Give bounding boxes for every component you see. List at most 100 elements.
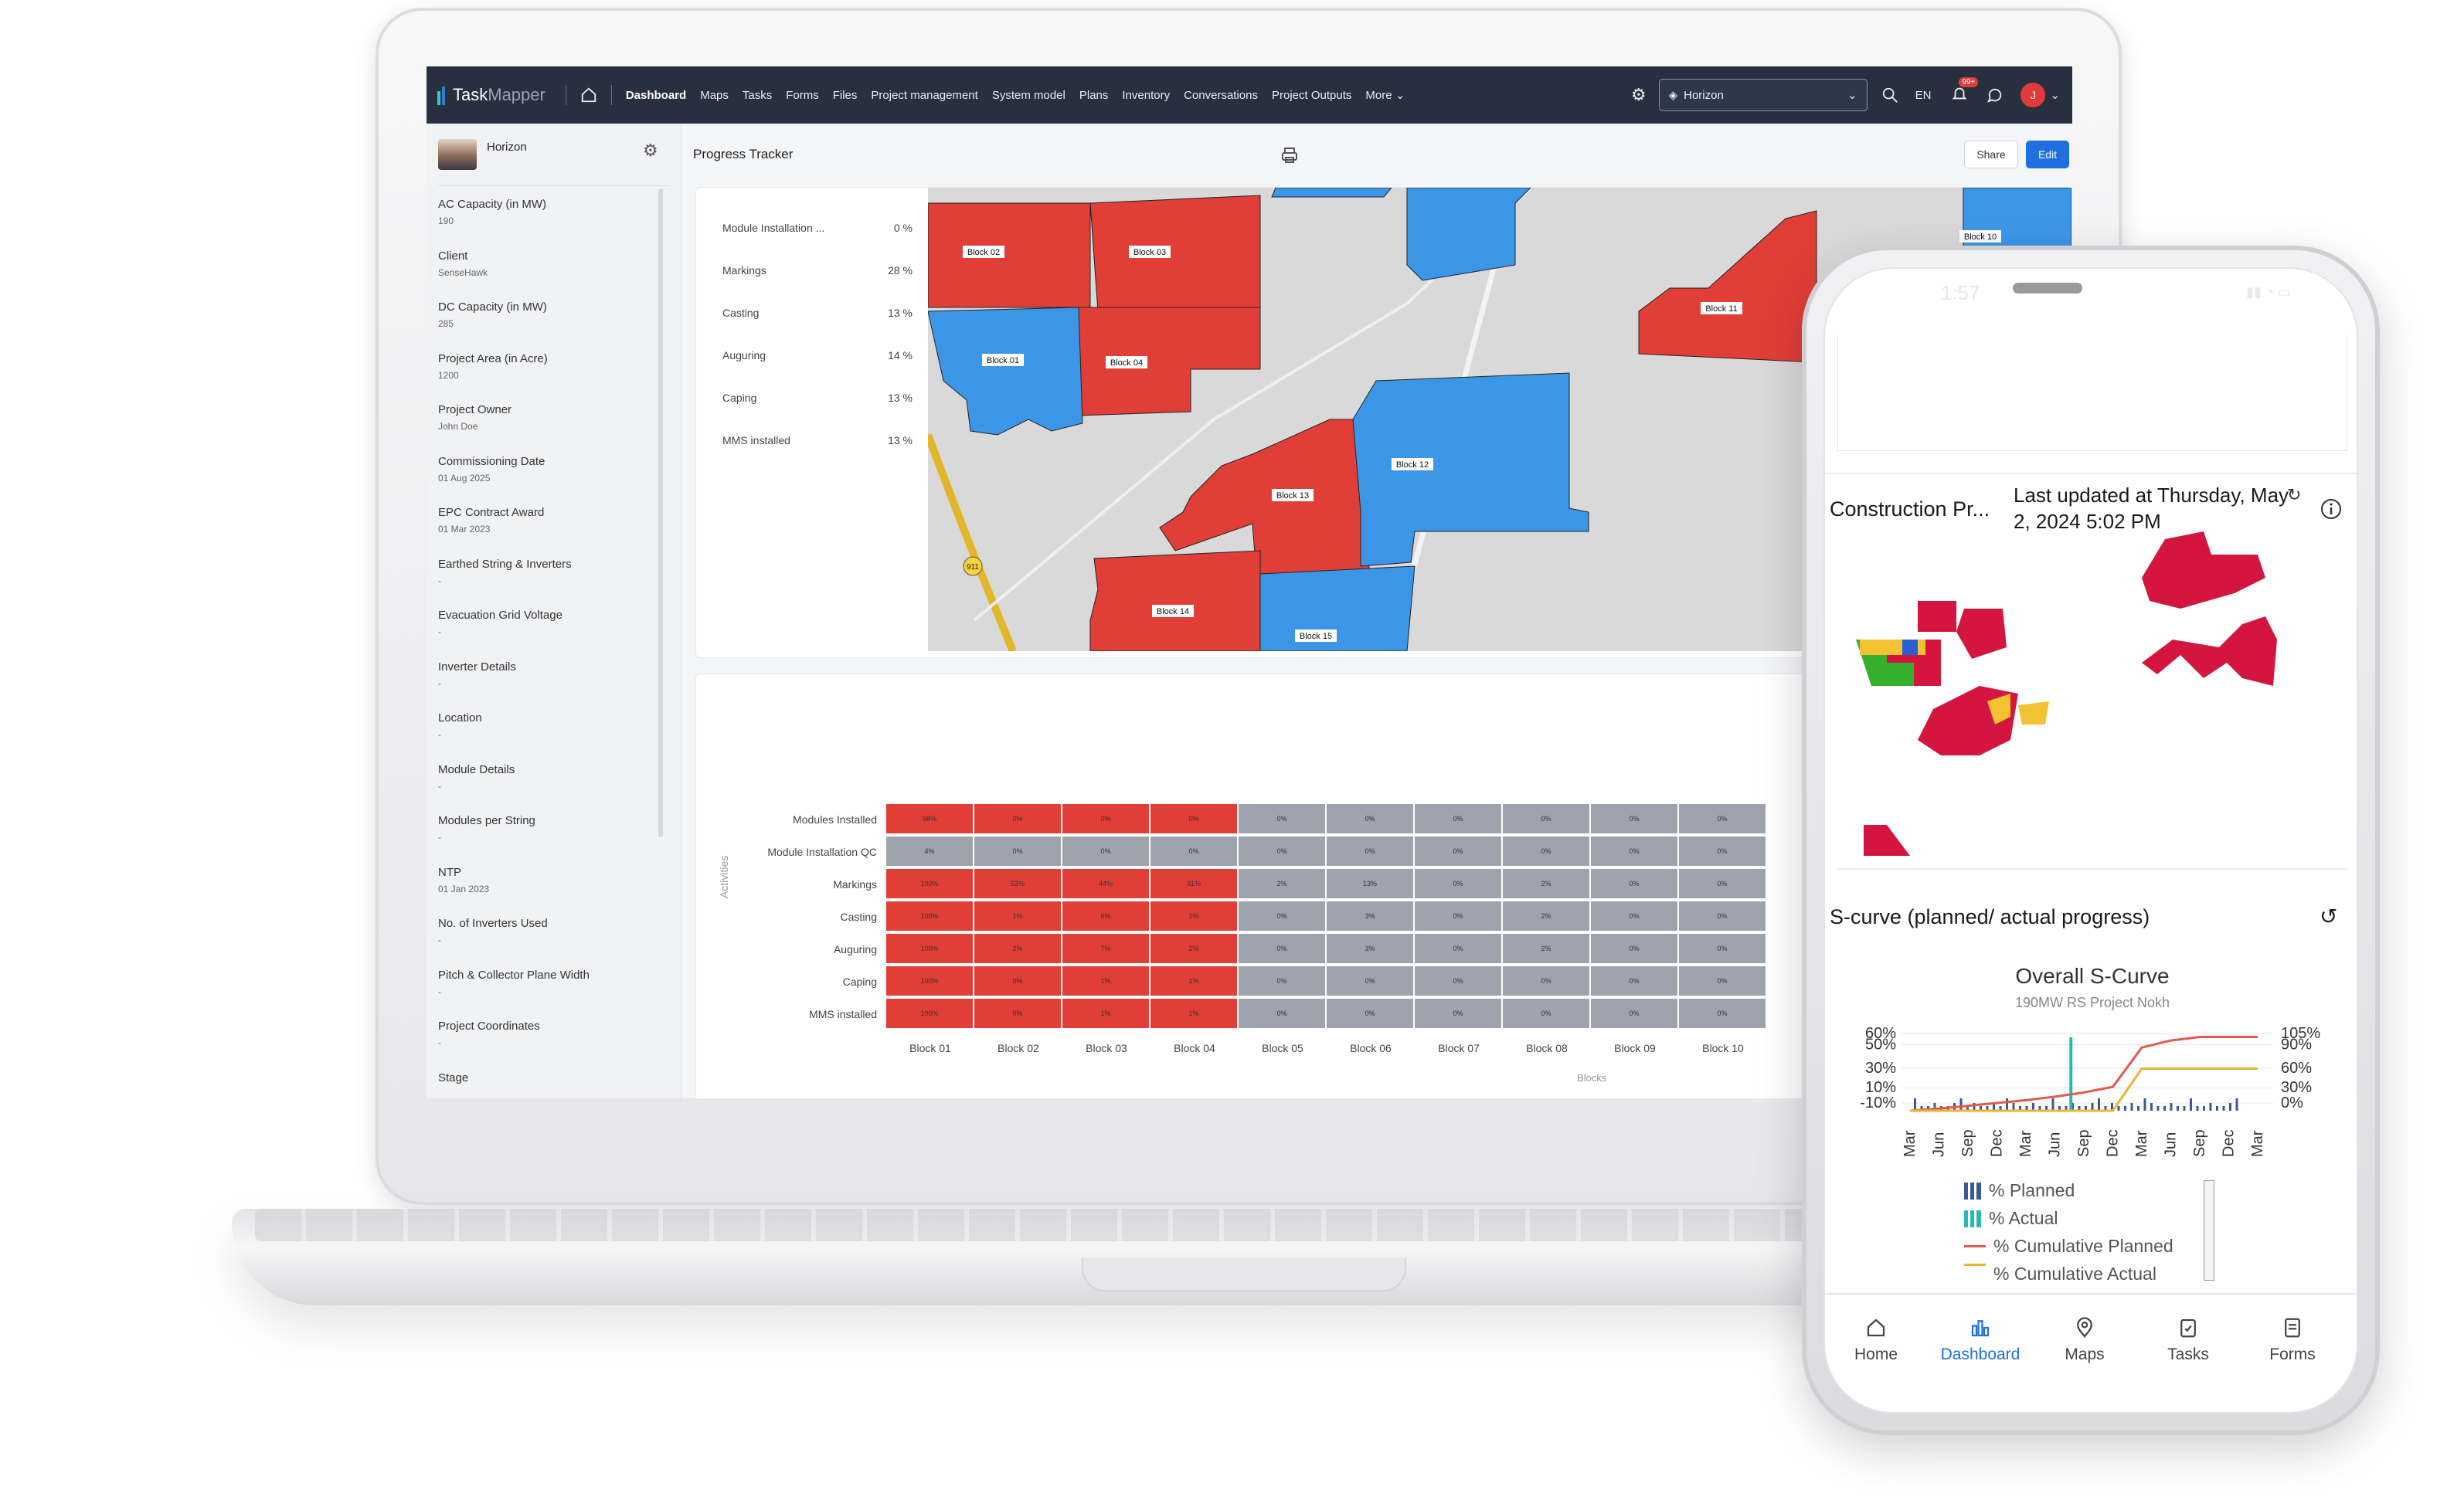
avatar[interactable]: J — [2020, 83, 2046, 107]
nav-conversations[interactable]: Conversations — [1184, 88, 1258, 102]
edit-button[interactable]: Edit — [2026, 141, 2069, 168]
heatmap-cell[interactable]: 0% — [974, 999, 1062, 1030]
share-button[interactable]: Share — [1964, 141, 2018, 168]
heatmap-cell[interactable]: 0% — [1239, 837, 1327, 867]
heatmap-cell[interactable]: 0% — [1239, 901, 1327, 932]
heatmap-cell[interactable]: 0% — [1150, 837, 1239, 867]
heatmap-cell[interactable]: 0% — [1415, 966, 1503, 997]
heatmap-cell[interactable]: 0% — [1679, 837, 1767, 867]
heatmap-cell[interactable]: 2% — [974, 934, 1062, 965]
heatmap-cell[interactable]: 0% — [974, 837, 1062, 867]
nav-project-outputs[interactable]: Project Outputs — [1271, 88, 1352, 102]
tab-tasks[interactable]: Tasks — [2138, 1316, 2238, 1364]
heatmap-cell[interactable]: 0% — [1679, 934, 1767, 965]
heatmap-cell[interactable]: 0% — [1591, 966, 1679, 997]
heatmap-cell[interactable]: 0% — [1239, 999, 1327, 1030]
tab-home[interactable]: Home — [1826, 1316, 1926, 1364]
heatmap-cell[interactable]: 0% — [1415, 901, 1503, 932]
heatmap-cell[interactable]: 53% — [974, 869, 1062, 900]
heatmap-cell[interactable]: 0% — [1415, 999, 1503, 1030]
nav-forms[interactable]: Forms — [786, 88, 819, 102]
refresh-icon[interactable]: ↻ — [2287, 485, 2302, 504]
heatmap-cell[interactable]: 0% — [1415, 837, 1503, 867]
search-icon[interactable] — [1881, 87, 1898, 104]
chat-icon[interactable] — [1986, 87, 2003, 104]
heatmap-cell[interactable]: 0% — [1679, 999, 1767, 1030]
project-select[interactable]: ◈ Horizon ⌄ — [1658, 79, 1868, 111]
print-icon[interactable] — [1280, 146, 1299, 165]
heatmap-cell[interactable]: 4% — [886, 837, 974, 867]
tab-forms[interactable]: Forms — [2242, 1316, 2343, 1364]
heatmap-cell[interactable]: 0% — [1150, 804, 1239, 835]
heatmap-cell[interactable]: 0% — [974, 966, 1062, 997]
s-curve-chart[interactable]: 60% 105% 50% 90% 30% 60% 10% 30% -10% 0% Mar Jun Sep… — [1825, 1010, 2358, 1165]
nav-plans[interactable]: Plans — [1079, 88, 1109, 102]
nav-maps[interactable]: Maps — [700, 88, 729, 102]
heatmap-cell[interactable]: 44% — [1062, 869, 1150, 900]
heatmap-cell[interactable]: 0% — [1327, 966, 1415, 997]
heatmap-cell[interactable]: 1% — [1062, 966, 1150, 997]
nav-files[interactable]: Files — [832, 88, 858, 102]
heatmap-cell[interactable]: 0% — [1591, 837, 1679, 867]
tab-dashboard[interactable]: Dashboard — [1930, 1316, 2031, 1364]
heatmap-cell[interactable]: 0% — [1503, 804, 1591, 835]
heatmap-cell[interactable]: 1% — [1150, 999, 1239, 1030]
heatmap-cell[interactable]: 1% — [1150, 966, 1239, 997]
heatmap-cell[interactable]: 0% — [1062, 837, 1150, 867]
heatmap-cell[interactable]: 6% — [1062, 901, 1150, 932]
heatmap-cell[interactable]: 2% — [1239, 869, 1327, 900]
heatmap-cell[interactable]: 0% — [1679, 966, 1767, 997]
chevron-down-icon[interactable]: ⌄ — [2050, 89, 2060, 102]
heatmap-cell[interactable]: 0% — [1062, 804, 1150, 835]
heatmap-cell[interactable]: 0% — [1679, 869, 1767, 900]
heatmap-cell[interactable]: 31% — [1150, 869, 1239, 900]
heatmap-cell[interactable]: 0% — [1679, 804, 1767, 835]
heatmap-cell[interactable]: 0% — [1591, 999, 1679, 1030]
nav-more[interactable]: More ⌄ — [1365, 88, 1405, 102]
sidebar-scrollbar[interactable] — [658, 188, 663, 837]
heatmap-cell[interactable]: 0% — [1503, 966, 1591, 997]
heatmap-cell[interactable]: 100% — [886, 869, 974, 900]
nav-inventory[interactable]: Inventory — [1122, 88, 1171, 102]
heatmap-cell[interactable]: 0% — [1415, 934, 1503, 965]
heatmap-cell[interactable]: 0% — [1415, 869, 1503, 900]
heatmap-cell[interactable]: 0% — [1327, 999, 1415, 1030]
heatmap-cell[interactable]: 0% — [1591, 804, 1679, 835]
heatmap-cell[interactable]: 100% — [886, 934, 974, 965]
heatmap-cell[interactable]: 0% — [1503, 999, 1591, 1030]
construction-progress-map[interactable] — [1856, 531, 2335, 864]
legend-scrollbar[interactable] — [2204, 1180, 2214, 1281]
heatmap-cell[interactable]: 100% — [886, 966, 974, 997]
heatmap-cell[interactable]: 3% — [1327, 934, 1415, 965]
heatmap-cell[interactable]: 0% — [974, 804, 1062, 835]
heatmap-cell[interactable]: 100% — [886, 901, 974, 932]
heatmap-cell[interactable]: 3% — [1327, 901, 1415, 932]
tab-maps[interactable]: Maps — [2034, 1316, 2135, 1364]
heatmap-cell[interactable]: 1% — [974, 901, 1062, 932]
heatmap-cell[interactable]: 0% — [1239, 934, 1327, 965]
heatmap-cell[interactable]: 0% — [1415, 804, 1503, 835]
nav-dashboard[interactable]: Dashboard — [625, 88, 687, 102]
nav-system-model[interactable]: System model — [991, 88, 1065, 102]
heatmap-cell[interactable]: 1% — [1150, 901, 1239, 932]
heatmap-cell[interactable]: 2% — [1503, 869, 1591, 900]
heatmap-cell[interactable]: 0% — [1327, 837, 1415, 867]
heatmap-cell[interactable]: 0% — [1591, 869, 1679, 900]
nav-tasks[interactable]: Tasks — [742, 88, 773, 102]
heatmap-cell[interactable]: 7% — [1062, 934, 1150, 965]
language-selector[interactable]: EN — [1915, 88, 1932, 102]
heatmap-cell[interactable]: 2% — [1503, 934, 1591, 965]
nav-project-management[interactable]: Project management — [871, 88, 978, 102]
heatmap-cell[interactable]: 0% — [1591, 901, 1679, 932]
heatmap-cell[interactable]: 2% — [1150, 934, 1239, 965]
info-icon[interactable] — [2320, 497, 2343, 521]
heatmap-cell[interactable]: 98% — [886, 804, 974, 835]
heatmap-cell[interactable]: 100% — [886, 999, 974, 1030]
settings-gear-icon[interactable]: ⚙ — [1630, 85, 1647, 104]
notifications[interactable]: 99+ — [1951, 77, 1979, 105]
heatmap-cell[interactable]: 0% — [1239, 804, 1327, 835]
heatmap-cell[interactable]: 2% — [1503, 901, 1591, 932]
heatmap-cell[interactable]: 0% — [1327, 804, 1415, 835]
heatmap-cell[interactable]: 1% — [1062, 999, 1150, 1030]
heatmap-cell[interactable]: 0% — [1679, 901, 1767, 932]
